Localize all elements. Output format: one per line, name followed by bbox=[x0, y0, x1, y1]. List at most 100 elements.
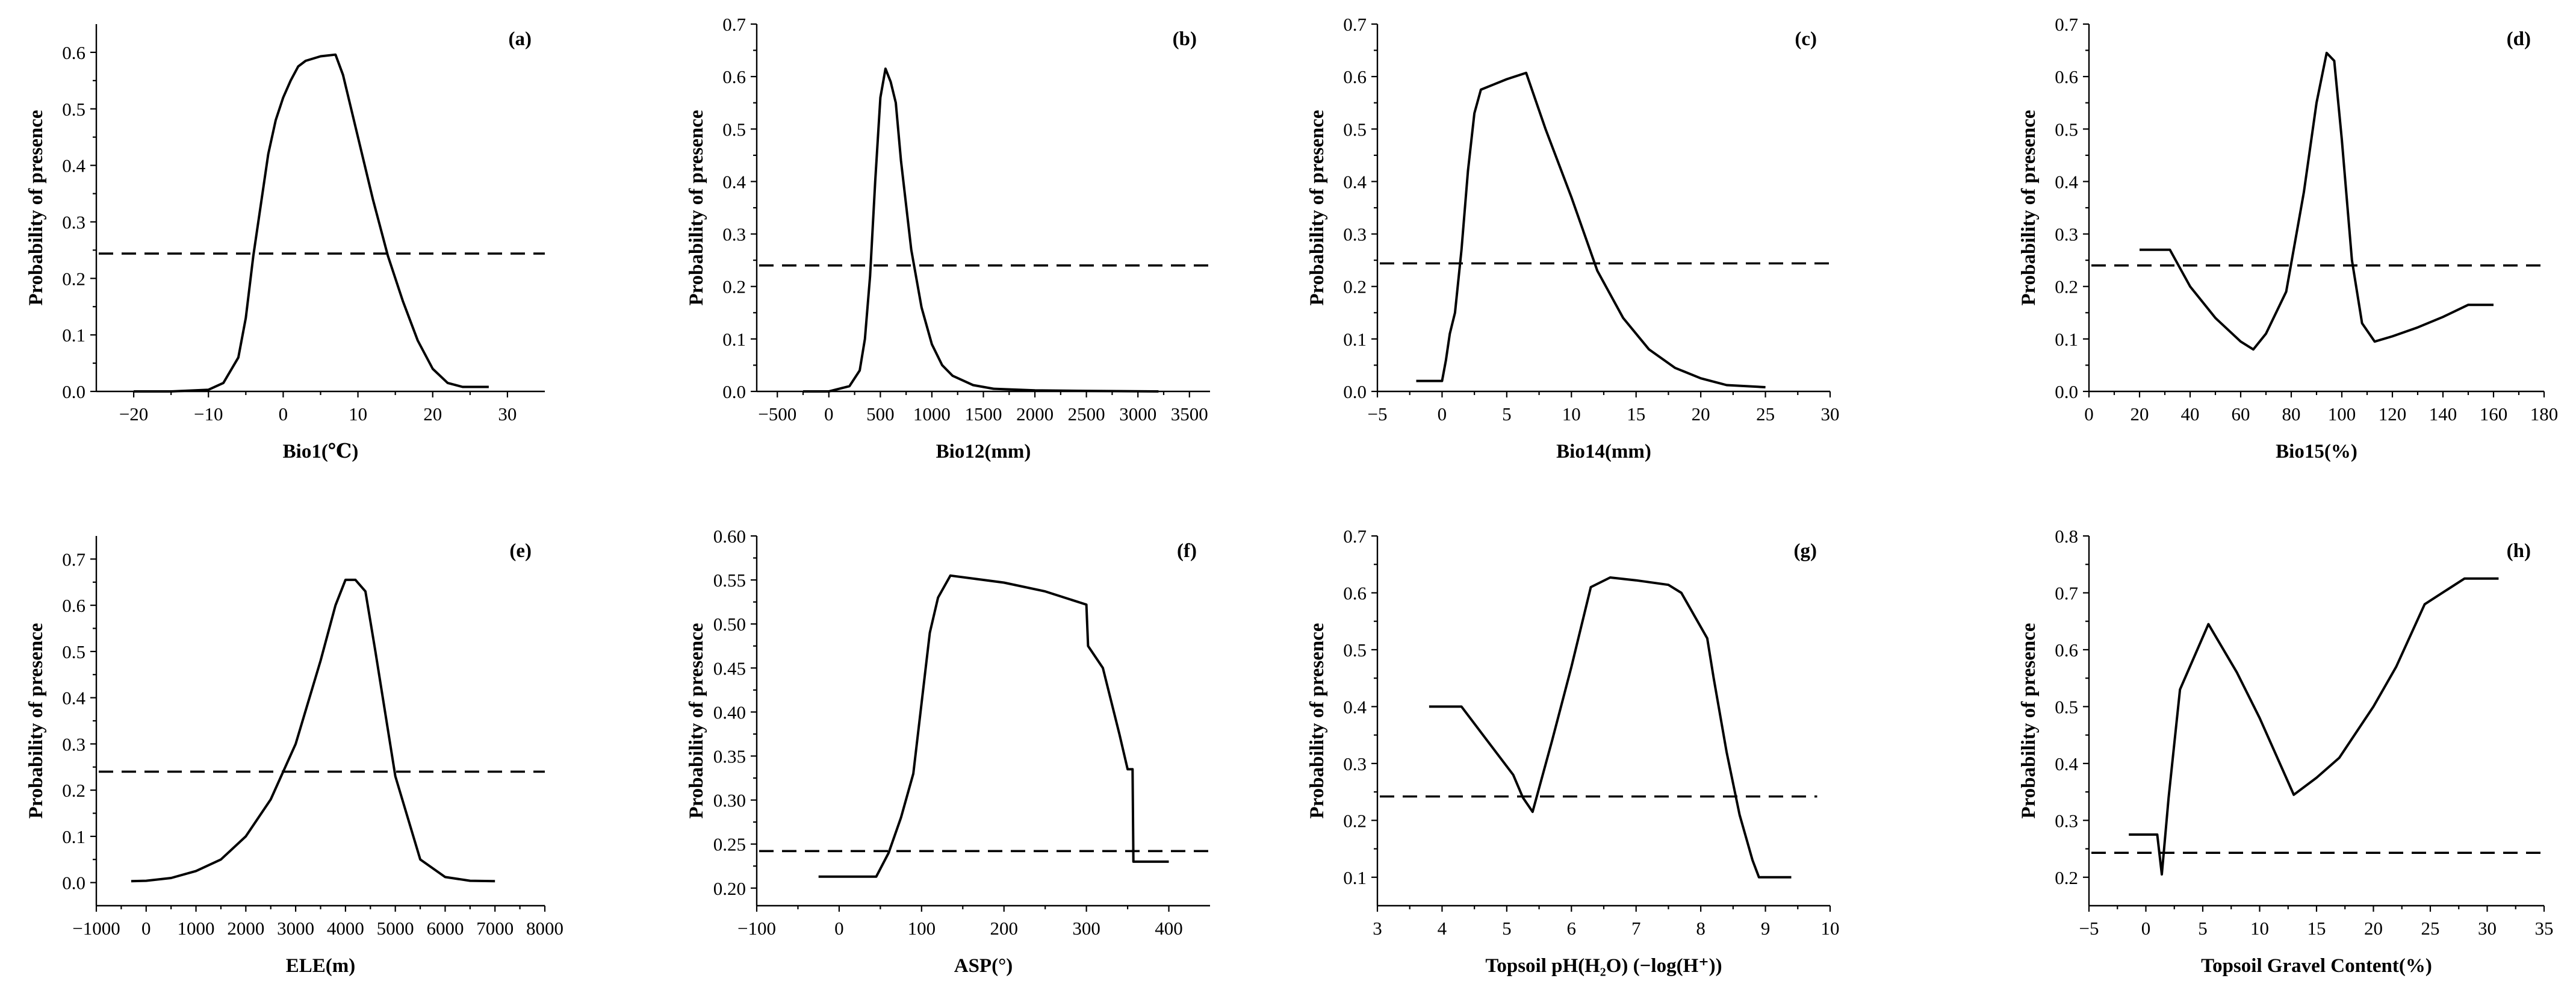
y-tick-label: 0.7 bbox=[2055, 582, 2078, 603]
y-tick-label: 0.2 bbox=[62, 268, 85, 289]
panel-b: −500 0 500 1000 1500 2000 2500 3000 3500 0.0 0.1 0.… bbox=[686, 14, 1210, 462]
y-tick-label: 0.3 bbox=[722, 224, 746, 245]
x-tick-label: 15 bbox=[2308, 918, 2326, 939]
y-tick-label: 0.7 bbox=[62, 549, 85, 570]
response-curve bbox=[818, 574, 1169, 878]
x-tick-label: 120 bbox=[2379, 403, 2407, 425]
y-tick-label: 0.0 bbox=[62, 873, 85, 894]
x-tick-label: 5000 bbox=[377, 918, 414, 939]
x-axis-title: ELE(m) bbox=[286, 955, 356, 977]
x-tick-label: 1500 bbox=[965, 403, 1002, 425]
y-tick-label: 0.5 bbox=[1343, 640, 1367, 661]
x-tick-label: 15 bbox=[1627, 403, 1645, 425]
y-tick-label: 0.35 bbox=[713, 746, 746, 767]
y-tick-label: 0.4 bbox=[62, 688, 85, 709]
x-tick-label: 2000 bbox=[1016, 403, 1054, 425]
y-tick-label: 0.7 bbox=[2055, 14, 2078, 35]
panel-f: −100 0 100 200 300 400 0.20 0.25 0.30 0.35 0.40 0.4… bbox=[686, 526, 1210, 977]
x-tick-label: 40 bbox=[2181, 403, 2200, 425]
y-tick-label: 0.6 bbox=[2055, 66, 2078, 87]
x-tick-label: 7 bbox=[1631, 918, 1641, 939]
response-curve bbox=[1429, 576, 1792, 879]
panel-a: −20 −10 0 10 20 30 0.0 0.1 0.2 0.3 0.4 0.5 0.6 Bio1(℃… bbox=[25, 24, 545, 462]
y-tick-label: 0.30 bbox=[713, 790, 746, 811]
x-axis-title: Bio15(%) bbox=[2276, 441, 2357, 462]
y-tick-label: 0.2 bbox=[722, 276, 746, 297]
x-tick-label: 0 bbox=[1438, 403, 1447, 425]
panel-e: −1000 0 1000 2000 3000 4000 5000 6000 7000 8000 0.… bbox=[25, 536, 563, 977]
y-axis-title: Probability of presence bbox=[2018, 623, 2040, 818]
y-tick-label: 0.60 bbox=[713, 526, 746, 547]
x-axis-title: Bio14(mm) bbox=[1556, 441, 1651, 462]
y-tick-label: 0.7 bbox=[1343, 14, 1367, 35]
panel-g: 3 4 5 6 7 8 9 10 0.1 0.2 0.3 0.4 0.5 0.6 0.7 Topsoil pH… bbox=[1306, 526, 1840, 977]
x-axis-title: Topsoil Gravel Content(%) bbox=[2201, 955, 2432, 977]
y-axis-title: Probability of presence bbox=[686, 623, 707, 818]
y-tick-label: 0.2 bbox=[2055, 867, 2078, 888]
y-tick-label: 0.4 bbox=[1343, 696, 1367, 717]
x-tick-label: 3 bbox=[1373, 918, 1382, 939]
x-tick-label: 25 bbox=[1756, 403, 1775, 425]
x-tick-label: 2500 bbox=[1068, 403, 1105, 425]
y-tick-label: 0.1 bbox=[2055, 329, 2078, 350]
x-tick-label: 30 bbox=[1821, 403, 1840, 425]
panel-letter: (d) bbox=[2507, 28, 2531, 50]
x-tick-label: 5 bbox=[1502, 403, 1512, 425]
x-axis-title: Topsoil pH(H₂O) (−log(H⁺)) bbox=[1485, 955, 1722, 977]
x-tick-label: 0 bbox=[2141, 918, 2151, 939]
x-tick-label: 6 bbox=[1567, 918, 1577, 939]
x-axis-title: Bio1(℃) bbox=[283, 441, 359, 462]
y-tick-label: 0.3 bbox=[2055, 224, 2078, 245]
x-tick-label: −100 bbox=[737, 918, 776, 939]
y-tick-label: 0.6 bbox=[2055, 640, 2078, 661]
x-tick-label: 10 bbox=[1821, 918, 1840, 939]
x-tick-label: 1000 bbox=[913, 403, 951, 425]
y-axis-title: Probability of presence bbox=[25, 110, 47, 305]
y-tick-label: 0.6 bbox=[722, 66, 746, 87]
y-tick-label: 0.2 bbox=[1343, 276, 1367, 297]
response-curve bbox=[131, 578, 495, 883]
x-tick-label: 8 bbox=[1696, 918, 1705, 939]
y-tick-label: 0.3 bbox=[2055, 810, 2078, 831]
y-tick-label: 0.1 bbox=[1343, 867, 1367, 888]
response-curve bbox=[2129, 577, 2499, 876]
x-tick-label: 10 bbox=[2250, 918, 2269, 939]
x-tick-label: 60 bbox=[2232, 403, 2250, 425]
x-tick-label: 6000 bbox=[426, 918, 464, 939]
x-tick-label: −10 bbox=[194, 403, 223, 425]
x-tick-label: −1000 bbox=[72, 918, 120, 939]
panel-letter: (c) bbox=[1795, 28, 1817, 50]
y-axis-title: Probability of presence bbox=[1306, 623, 1328, 818]
x-tick-label: 100 bbox=[2328, 403, 2356, 425]
y-tick-label: 0.5 bbox=[2055, 119, 2078, 140]
panel-c: −5 0 5 10 15 20 25 30 0.0 0.1 0.2 0.3 0.4 0.5 0.6 0.7 Bi… bbox=[1306, 14, 1840, 462]
x-tick-label: 9 bbox=[1761, 918, 1771, 939]
x-tick-label: 20 bbox=[423, 403, 442, 425]
y-tick-label: 0.4 bbox=[62, 155, 85, 176]
panel-letter: (f) bbox=[1177, 540, 1197, 562]
panel-d: 0 20 40 60 80 100 120 140 160 180 0.0 0.1 0.2 0.3 0.4 0… bbox=[2018, 14, 2558, 462]
y-tick-label: 0.3 bbox=[1343, 753, 1367, 774]
x-tick-label: 30 bbox=[498, 403, 517, 425]
x-tick-label: −500 bbox=[758, 403, 796, 425]
y-tick-label: 0.1 bbox=[62, 826, 85, 847]
y-axis-title: Probability of presence bbox=[2018, 110, 2040, 305]
y-tick-label: 0.3 bbox=[62, 211, 85, 232]
x-tick-label: 2000 bbox=[227, 918, 264, 939]
y-tick-label: 0.45 bbox=[713, 658, 746, 679]
y-tick-label: 0.2 bbox=[1343, 810, 1367, 831]
y-tick-label: 0.1 bbox=[722, 329, 746, 350]
y-tick-label: 0.20 bbox=[713, 878, 746, 899]
y-tick-label: 0.4 bbox=[2055, 753, 2078, 774]
x-tick-label: 3000 bbox=[277, 918, 314, 939]
y-tick-label: 0.4 bbox=[2055, 171, 2078, 192]
x-axis-title: ASP(°) bbox=[954, 955, 1013, 977]
y-axis-title: Probability of presence bbox=[1306, 110, 1328, 305]
x-tick-label: 8000 bbox=[526, 918, 563, 939]
y-tick-label: 0.1 bbox=[1343, 329, 1367, 350]
panel-letter: (b) bbox=[1173, 28, 1197, 50]
x-tick-label: 35 bbox=[2535, 918, 2554, 939]
y-tick-label: 0.5 bbox=[2055, 696, 2078, 717]
y-tick-label: 0.0 bbox=[2055, 381, 2078, 402]
x-tick-label: 100 bbox=[908, 918, 936, 939]
